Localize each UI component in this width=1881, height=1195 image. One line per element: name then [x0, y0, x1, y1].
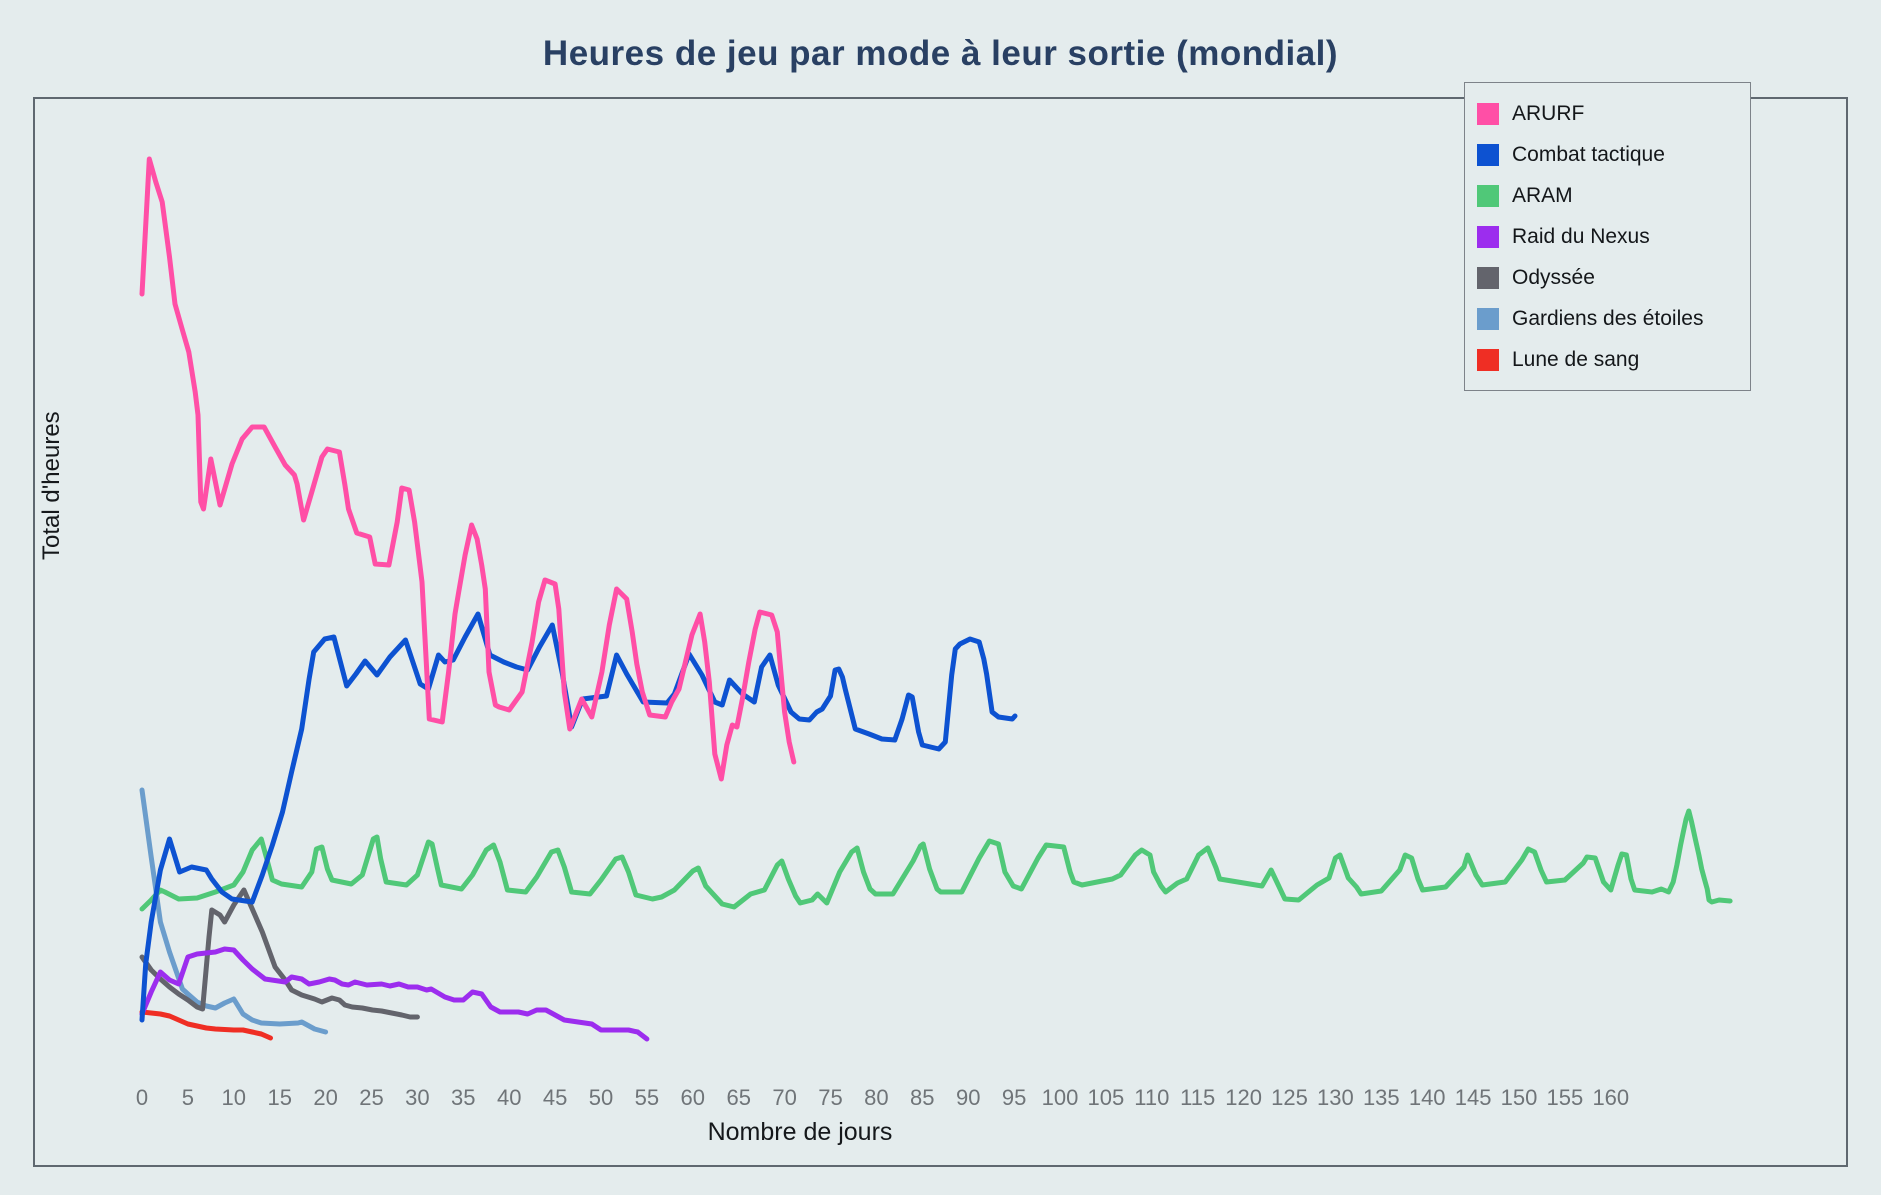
- legend-label-aram: ARAM: [1512, 183, 1573, 207]
- x-tick-110: 110: [1134, 1085, 1169, 1110]
- x-tick-15: 15: [267, 1085, 291, 1110]
- x-tick-150: 150: [1501, 1085, 1538, 1110]
- x-tick-50: 50: [589, 1085, 613, 1110]
- x-tick-120: 120: [1225, 1085, 1262, 1110]
- x-tick-145: 145: [1455, 1085, 1492, 1110]
- x-tick-55: 55: [635, 1085, 659, 1110]
- legend-swatch-arurf: [1477, 102, 1499, 125]
- legend-label-odyssee: Odyssée: [1512, 265, 1595, 289]
- line-lune-de-sang: [139, 1009, 273, 1041]
- legend-item-raid-du-nexus: Raid du Nexus: [1477, 216, 1732, 257]
- x-tick-85: 85: [910, 1085, 934, 1110]
- legend: ARURF Combat tactique ARAM Raid du Nexus Ody…: [1464, 82, 1751, 391]
- x-tick-125: 125: [1271, 1085, 1308, 1110]
- chart-title: Heures de jeu par mode à leur sortie (mo…: [542, 34, 1339, 73]
- legend-item-combat-tactique: Combat tactique: [1477, 134, 1732, 175]
- x-tick-0: 0: [136, 1085, 148, 1110]
- legend-swatch-odyssee: [1477, 266, 1499, 289]
- x-axis-label: Nombre de jours: [707, 1118, 893, 1146]
- x-tick-80: 80: [864, 1085, 888, 1110]
- x-tick-60: 60: [681, 1085, 705, 1110]
- x-tick-160: 160: [1592, 1085, 1629, 1110]
- x-tick-95: 95: [1002, 1085, 1026, 1110]
- line-odyssee: [139, 887, 420, 1020]
- legend-item-gardiens-des-etoiles: Gardiens des étoiles: [1477, 298, 1732, 339]
- legend-swatch-lune-de-sang: [1477, 348, 1499, 371]
- legend-item-arurf: ARURF: [1477, 93, 1732, 134]
- legend-label-raid-du-nexus: Raid du Nexus: [1512, 224, 1650, 248]
- x-tick-135: 135: [1363, 1085, 1400, 1110]
- legend-label-arurf: ARURF: [1512, 101, 1585, 125]
- line-gardiens-des-etoiles: [139, 787, 329, 1035]
- x-tick-130: 130: [1317, 1085, 1354, 1110]
- x-tick-70: 70: [772, 1085, 796, 1110]
- line-aram: [139, 808, 1733, 912]
- x-tick-25: 25: [359, 1085, 383, 1110]
- line-combat-tactique: [139, 611, 1018, 1023]
- x-tick-75: 75: [818, 1085, 842, 1110]
- x-tick-140: 140: [1409, 1085, 1446, 1110]
- legend-swatch-aram: [1477, 184, 1499, 207]
- x-tick-115: 115: [1180, 1085, 1215, 1110]
- legend-swatch-combat-tactique: [1477, 143, 1499, 166]
- y-axis-label: Total d'heures: [38, 411, 65, 560]
- x-tick-65: 65: [726, 1085, 750, 1110]
- legend-label-lune-de-sang: Lune de sang: [1512, 347, 1640, 371]
- x-tick-45: 45: [543, 1085, 567, 1110]
- legend-label-combat-tactique: Combat tactique: [1512, 142, 1665, 166]
- x-tick-30: 30: [405, 1085, 429, 1110]
- legend-swatch-raid-du-nexus: [1477, 225, 1499, 248]
- x-tick-35: 35: [451, 1085, 475, 1110]
- x-tick-5: 5: [182, 1085, 194, 1110]
- x-tick-105: 105: [1088, 1085, 1125, 1110]
- line-arurf: [139, 156, 797, 782]
- legend-swatch-gardiens-des-etoiles: [1477, 307, 1499, 330]
- line-chart-canvas: 0 5 10 15 20 25 30 35 40 45 50 55 60 65 70 75 80 85 90 95 10…: [136, 156, 1733, 1110]
- x-tick-100: 100: [1042, 1085, 1079, 1110]
- line-raid-du-nexus: [139, 946, 650, 1042]
- x-tick-155: 155: [1547, 1085, 1584, 1110]
- legend-item-aram: ARAM: [1477, 175, 1732, 216]
- x-tick-90: 90: [956, 1085, 980, 1110]
- legend-item-lune-de-sang: Lune de sang: [1477, 339, 1732, 380]
- x-tick-40: 40: [497, 1085, 521, 1110]
- x-tick-20: 20: [313, 1085, 337, 1110]
- legend-item-odyssee: Odyssée: [1477, 257, 1732, 298]
- legend-label-gardiens-des-etoiles: Gardiens des étoiles: [1512, 306, 1704, 330]
- x-tick-10: 10: [222, 1085, 246, 1110]
